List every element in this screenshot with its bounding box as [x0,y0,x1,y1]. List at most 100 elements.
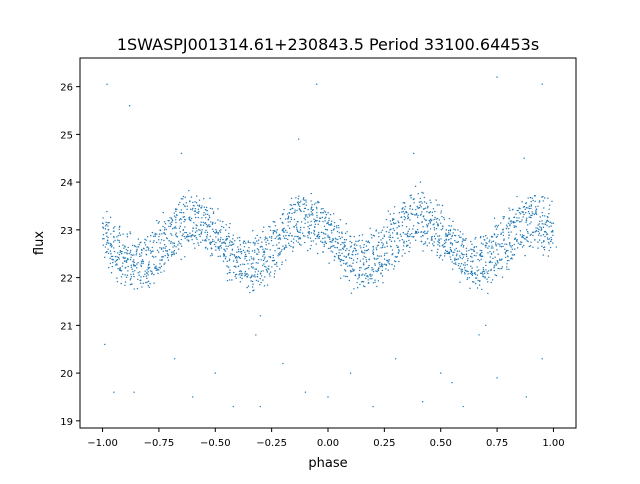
data-point [426,211,428,213]
data-point [331,239,334,242]
data-point [418,207,421,209]
data-point [142,282,145,285]
data-point [325,216,327,219]
data-point [191,230,194,232]
data-point [485,246,487,248]
data-point [111,255,114,258]
data-point [160,247,163,249]
data-point [163,263,165,265]
data-point [291,235,293,237]
data-point [340,231,343,233]
data-point [247,240,250,242]
data-point [157,251,160,253]
data-point [292,250,294,252]
data-point [432,243,434,245]
data-point [270,235,273,238]
data-point [173,227,175,229]
data-point [194,207,197,210]
data-point [162,250,164,252]
data-point [357,253,359,255]
data-point [237,248,240,251]
data-point [222,238,224,241]
data-point [534,206,537,208]
data-point [420,231,423,233]
data-point [274,263,276,266]
data-point [453,228,455,230]
data-point [224,257,227,260]
data-point [177,244,179,246]
y-tick-label: 19 [60,417,73,428]
x-tick-label: −1.00 [87,438,118,449]
data-point [417,214,419,217]
data-point [362,285,365,287]
data-point [212,230,215,233]
data-point [374,263,376,265]
data-point [375,258,378,260]
data-point [486,237,488,239]
data-point [326,229,329,231]
data-point [272,231,275,234]
data-point [481,251,483,254]
plot-frame [79,57,577,429]
data-point [330,224,333,226]
data-point [339,219,342,221]
data-point [203,211,205,214]
data-point [548,208,550,211]
data-point [550,240,552,243]
data-point [130,264,133,266]
data-point [398,225,400,228]
data-point [440,372,442,374]
data-point [111,265,114,268]
data-point [175,232,177,234]
data-point [105,232,107,234]
data-point [440,238,442,240]
data-point [396,244,398,247]
data-point [443,255,446,257]
data-point [401,238,403,241]
data-point [324,237,326,239]
data-point [295,197,297,199]
data-point [466,264,468,266]
data-point [388,258,390,261]
data-point [345,249,347,252]
data-point [542,246,545,249]
data-point [146,246,148,249]
data-point [446,235,448,238]
data-point [134,265,137,267]
data-point [403,240,405,243]
data-point [252,262,254,265]
data-point [340,243,342,246]
data-point [389,263,391,265]
data-point [278,242,280,244]
data-point [391,263,393,266]
data-point [313,232,315,234]
data-point [119,225,121,228]
data-point [175,246,177,248]
data-point [535,213,538,216]
data-point [354,243,356,245]
data-point [214,222,216,224]
x-tick-label: −0.25 [256,438,287,449]
data-point [513,216,516,218]
data-point [232,238,234,240]
data-point [303,199,305,201]
data-point [392,236,394,239]
data-point [198,228,200,231]
data-point [252,258,255,261]
data-point [421,221,423,223]
data-point [254,249,256,252]
data-point [386,245,389,248]
data-point [271,260,274,262]
data-point [493,217,496,219]
data-point [293,203,295,206]
data-point [383,226,385,228]
data-point [466,278,468,281]
data-point [256,273,259,275]
data-point [450,249,453,252]
data-point [140,276,142,278]
data-point [420,236,422,238]
data-point [407,213,410,216]
data-point [340,264,342,266]
data-point [502,228,504,231]
data-point [301,232,304,234]
